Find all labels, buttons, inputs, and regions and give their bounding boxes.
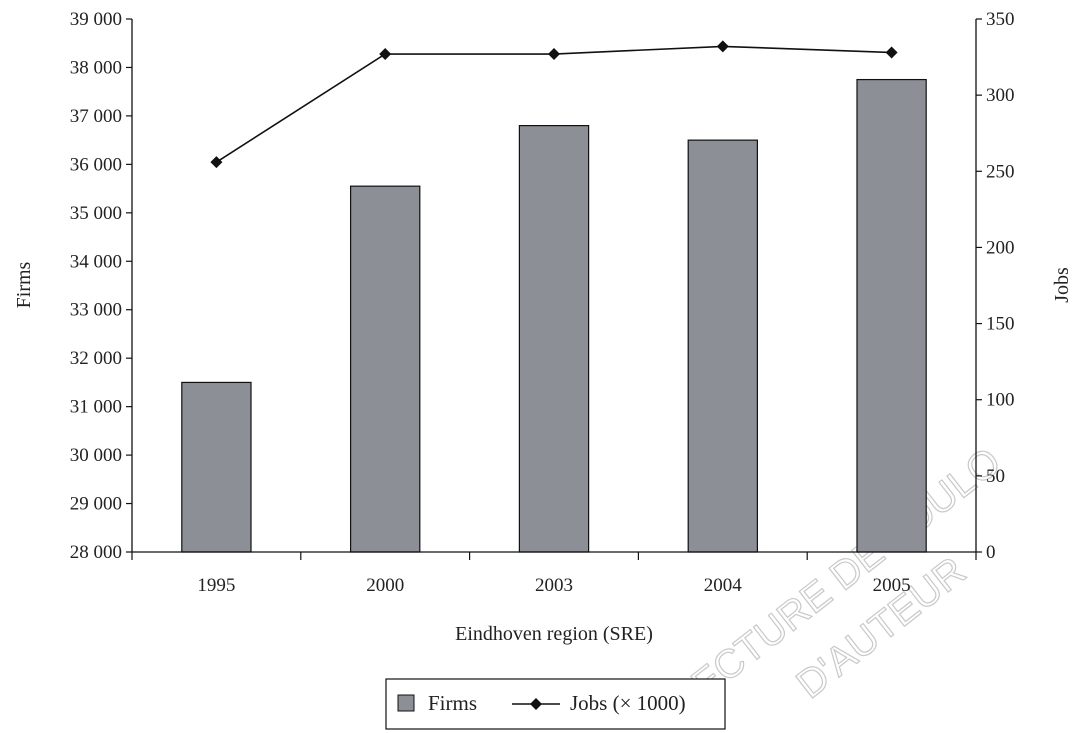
x-tick-label: 1995 <box>197 575 235 596</box>
legend-firms-swatch <box>397 694 415 712</box>
y-tick-label: 30 000 <box>70 445 122 466</box>
y-tick-label: 33 000 <box>70 300 122 321</box>
x-tick-label: 2004 <box>704 575 743 596</box>
y2-tick-label: 350 <box>986 9 1015 30</box>
bar-firms-2005 <box>856 78 927 553</box>
y2-tick-label: 50 <box>986 466 1005 487</box>
bar-firms-1995 <box>181 381 252 553</box>
x-tick-label: 2003 <box>535 575 573 596</box>
y-tick-label: 32 000 <box>70 348 122 369</box>
y-tick-label: 39 000 <box>70 9 122 30</box>
y-tick-label: 34 000 <box>70 251 122 272</box>
x-tick-label: 2000 <box>366 575 404 596</box>
y-tick-label: 28 000 <box>70 542 122 563</box>
x-axis-title: Eindhoven region (SRE) <box>455 623 653 645</box>
y-tick-label: 31 000 <box>70 397 122 418</box>
y2-tick-label: 200 <box>986 237 1015 258</box>
point-jobs-2004 <box>716 40 729 53</box>
bar-firms-2000 <box>349 185 421 553</box>
y2-tick-label: 300 <box>986 85 1015 106</box>
y-axis-title: Firms <box>13 261 35 308</box>
legend-jobs-marker <box>530 698 542 710</box>
plot-area: 28 000 29 000 30 000 31 000 32 000 33 000 34 0… <box>70 9 1015 596</box>
point-jobs-1995 <box>210 156 223 169</box>
x-tick-label: 2005 <box>873 575 911 596</box>
y-tick-label: 36 000 <box>70 154 122 175</box>
y2-tick-label: 100 <box>986 390 1015 411</box>
legend: Firms Jobs (× 1000) <box>385 678 726 730</box>
y-tick-label: 35 000 <box>70 203 122 224</box>
y2-tick-label: 0 <box>986 542 996 563</box>
point-jobs-2000 <box>379 48 392 61</box>
y2-tick-label: 250 <box>986 161 1015 182</box>
y2-tick-label: 150 <box>986 314 1015 335</box>
point-jobs-2005 <box>885 46 898 59</box>
y-tick-label: 37 000 <box>70 106 122 127</box>
y-tick-label: 29 000 <box>70 494 122 515</box>
bar-firms-2003 <box>518 124 590 553</box>
bar-firms-2004 <box>687 139 759 553</box>
legend-jobs-label: Jobs (× 1000) <box>570 691 686 715</box>
point-jobs-2003 <box>548 48 560 61</box>
legend-firms-label: Firms <box>428 691 477 715</box>
y2-axis-title: Jobs <box>1051 267 1073 303</box>
y-tick-label: 38 000 <box>70 57 122 78</box>
